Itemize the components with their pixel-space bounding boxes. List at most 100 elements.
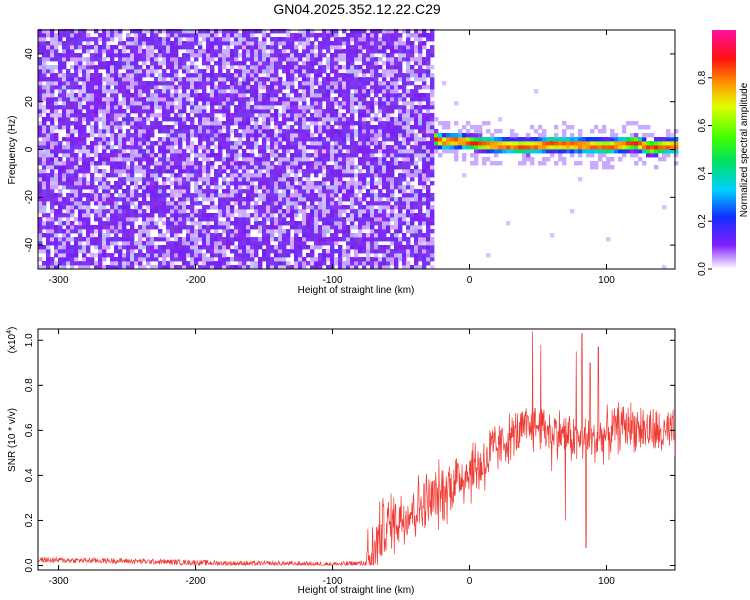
spectrogram-cell — [130, 161, 135, 166]
spectrogram-cell — [134, 37, 139, 42]
spectrogram-cell — [398, 121, 403, 126]
spectrogram-cell — [214, 229, 219, 234]
spectrogram-cell — [378, 73, 383, 78]
spectrogram-cell — [126, 101, 131, 106]
spectrogram-cell — [250, 241, 255, 246]
spectrogram-cell — [402, 85, 407, 90]
spectrogram-cell — [202, 89, 207, 94]
spectrogram-cell — [290, 237, 295, 242]
spectrogram-cell — [86, 81, 91, 86]
spectrogram-cell — [158, 77, 163, 82]
spectrogram-cell — [410, 221, 415, 226]
spectrogram-cell — [290, 105, 295, 110]
spectrogram-cell — [226, 77, 231, 82]
spectrogram-cell — [250, 89, 255, 94]
spectrogram-cell — [266, 73, 271, 78]
spectrogram-cell — [218, 245, 223, 250]
spectrogram-cell — [42, 233, 47, 238]
spectrogram-cell — [90, 181, 95, 186]
spectrogram-cell — [370, 61, 375, 66]
spectrogram-cell — [162, 213, 167, 218]
spectrogram-cell — [106, 233, 111, 238]
spectrogram-cell — [218, 29, 223, 34]
spectrogram-cell — [150, 193, 155, 198]
spectrogram-cell — [234, 221, 239, 226]
spectrogram-cell — [286, 133, 291, 138]
spectrogram-cell — [346, 193, 351, 198]
spectrogram-cell — [94, 145, 99, 150]
spectrogram-cell — [122, 181, 127, 186]
spectrogram-cell — [158, 129, 163, 134]
spectrogram-cell — [182, 177, 187, 182]
spectrogram-cell — [402, 101, 407, 106]
spectrogram-cell — [330, 101, 335, 106]
spectrogram-cell — [262, 197, 267, 202]
spectrogram-cell — [298, 221, 303, 226]
spectrogram-cell — [66, 41, 71, 46]
spectrogram-cell — [362, 121, 367, 126]
spectrogram-cell — [302, 265, 307, 270]
spectrogram-cell — [242, 113, 247, 118]
spectrogram-cell — [126, 233, 131, 238]
spectrogram-cell — [162, 81, 167, 86]
spectrogram-cell — [102, 49, 107, 54]
spectrogram-cell — [318, 197, 323, 202]
spectrogram-cell — [130, 169, 135, 174]
spectrogram-cell — [126, 133, 131, 138]
spectrogram-cell — [122, 165, 127, 170]
spectrogram-cell — [322, 125, 327, 130]
spectrogram-cell — [274, 217, 279, 222]
spectrogram-cell — [294, 249, 299, 254]
spectrogram-cell — [150, 197, 155, 202]
spectrogram-cell — [334, 165, 339, 170]
spectrogram-cell — [290, 249, 295, 254]
spectrogram-cell — [250, 193, 255, 198]
spectrogram-cell — [226, 61, 231, 66]
spectrogram-cell — [382, 173, 387, 178]
spectrogram-cell — [274, 109, 279, 114]
spectrogram-cell — [74, 41, 79, 46]
spectrogram-cell — [406, 69, 411, 74]
spectrogram-cell — [102, 245, 107, 250]
spectrogram-cell — [374, 213, 379, 218]
spectrogram-cell — [114, 217, 119, 222]
spectrogram-cell — [70, 237, 75, 242]
spectrogram-cell — [414, 45, 419, 50]
spectrogram-cell — [234, 141, 239, 146]
spectrogram-cell — [358, 237, 363, 242]
spectrogram-cell — [274, 41, 279, 46]
spectrogram-cell — [258, 49, 263, 54]
spectrogram-cell — [230, 177, 235, 182]
spectrogram-cell — [150, 173, 155, 178]
spectrogram-cell — [290, 265, 295, 270]
spectrogram-cell — [114, 61, 119, 66]
spectrogram-cell — [274, 265, 279, 270]
spectrogram-cell — [70, 137, 75, 142]
spectrogram-cell — [210, 233, 215, 238]
spectrogram-cell — [278, 185, 283, 190]
spectrogram-cell — [114, 93, 119, 98]
spectrogram-cell — [134, 133, 139, 138]
spectrogram-cell — [382, 105, 387, 110]
spectrogram-cell — [226, 149, 231, 154]
spectrogram-cell — [66, 165, 71, 170]
spectrogram-cell — [314, 129, 319, 134]
spectrogram-cell — [142, 209, 147, 214]
spectrogram-cell — [274, 45, 279, 50]
spectrogram-cell — [142, 201, 147, 206]
spectrogram-cell — [358, 209, 363, 214]
spectrogram-cell — [390, 109, 395, 114]
spectrogram-cell — [202, 165, 207, 170]
spectrogram-cell — [282, 161, 287, 166]
spectrogram-cell — [138, 133, 143, 138]
spectrogram-cell — [214, 193, 219, 198]
spectrogram-cell — [166, 245, 171, 250]
spectrogram-cell — [82, 169, 87, 174]
spectrogram-cell — [90, 233, 95, 238]
spectrogram-cell — [242, 205, 247, 210]
spectrogram-cell — [98, 93, 103, 98]
spectrogram-cell — [414, 233, 419, 238]
spectrogram-cell — [370, 109, 375, 114]
spectrogram-cell — [282, 189, 287, 194]
spectrogram-cell — [110, 257, 115, 262]
